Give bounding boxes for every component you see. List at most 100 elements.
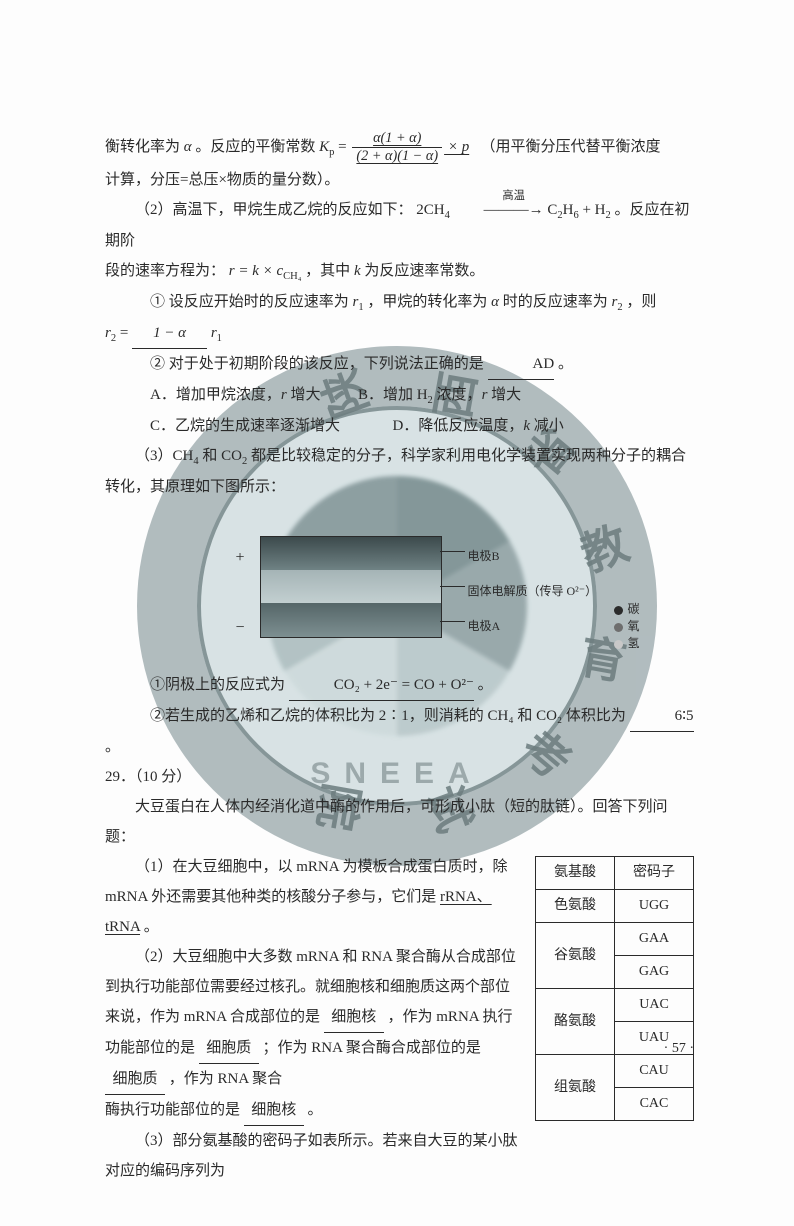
c2h6-h: H	[563, 202, 574, 218]
part2-q1-answer: r2 = 1 − α r1	[105, 318, 694, 349]
text: （2）高温下，甲烷生成乙烷的反应如下：	[135, 202, 413, 218]
text: 来说，作为 mRNA 合成部位的是	[105, 1009, 324, 1025]
text: 功能部位的是	[105, 1040, 199, 1056]
rate-sub: CH₄	[283, 271, 301, 282]
legend-dot-oxygen	[614, 623, 623, 632]
text: 都是比较稳定的分子，科学家利用电化学装置实现两种分子的耦合	[247, 448, 686, 464]
option-d: D．降低反应温度，	[393, 418, 524, 434]
options-row2: C．乙烷的生成速率逐渐增大 D．降低反应温度，k 减小	[105, 411, 694, 441]
eq-ch4: 2CH	[416, 202, 444, 218]
text: ①阴极上的反应式为	[150, 677, 289, 693]
answer-blank: 细胞质	[199, 1033, 259, 1064]
label-electrode-b: 电极B	[468, 544, 500, 568]
text: 。	[474, 677, 493, 693]
q29-body: 氨基酸 密码子 色氨酸UGG 谷氨酸GAA GAG 酪氨酸UAC UAU 组氨酸…	[105, 852, 694, 1186]
cell-codon: CAU	[615, 1055, 694, 1088]
label-electrolyte: 固体电解质（传导 O²⁻）	[468, 579, 598, 603]
text: 减小	[530, 418, 564, 434]
sub: 4	[445, 210, 450, 221]
table-row: 酪氨酸UAC	[536, 989, 694, 1022]
text: 增大	[287, 387, 321, 403]
equals: =	[116, 325, 132, 341]
part3-q1: ①阴极上的反应式为 CO₂ + 2e⁻ = CO + O²⁻ 。	[105, 670, 694, 701]
text: 衡转化率为	[105, 139, 184, 155]
answer-blank: 1 − α	[132, 318, 207, 349]
plus-icon: +	[236, 542, 245, 574]
label-electrode-a: 电极A	[468, 614, 501, 638]
cell-aa: 谷氨酸	[536, 923, 615, 989]
legend-label: 氧	[627, 619, 639, 633]
text: ，作为 mRNA 执行	[384, 1009, 513, 1025]
reaction-arrow: 高温———→	[454, 195, 544, 225]
cell-codon: UAU	[615, 1022, 694, 1055]
times-p: × p	[444, 139, 469, 155]
answer-blank: 细胞核	[324, 1002, 384, 1033]
equals: =	[334, 139, 346, 155]
arrow-label: 高温	[454, 185, 544, 208]
codon-table: 氨基酸 密码子 色氨酸UGG 谷氨酸GAA GAG 酪氨酸UAC UAU 组氨酸…	[535, 856, 694, 1121]
electrochem-diagram: 电极B 固体电解质（传导 O²⁻） 电极A + − 碳 氧 氢	[250, 506, 550, 666]
text: 。	[304, 1102, 323, 1118]
text: 增大	[487, 387, 521, 403]
option-c: C．乙烷的生成速率逐渐增大	[150, 418, 340, 434]
legend-label: 氢	[627, 636, 639, 650]
cell-codon: GAG	[615, 956, 694, 989]
text: mRNA 外还需要其他种类的核酸分子参与，它们是	[105, 889, 440, 905]
answer-blank: 细胞核	[244, 1095, 304, 1126]
electrode-stack	[260, 536, 442, 638]
text: 。	[140, 919, 159, 935]
legend: 碳 氧 氢	[614, 601, 639, 651]
text: 为反应速率常数。	[361, 263, 485, 279]
cell-aa: 色氨酸	[536, 890, 615, 923]
leader-line	[440, 586, 465, 587]
th-codon: 密码子	[615, 857, 694, 890]
page-content: 衡转化率为 α 。反应的平衡常数 Kp = α(1 + α) (2 + α)(1…	[0, 0, 794, 1226]
text: 。反应的平衡常数	[192, 139, 320, 155]
text: ，其中	[301, 263, 354, 279]
part3-q2: ②若生成的乙烯和乙烷的体积比为 2∶1，则消耗的 CH₄ 和 CO₂ 体积比为 …	[105, 701, 694, 762]
cell-codon: UGG	[615, 890, 694, 923]
leader-line	[440, 551, 465, 552]
kp-fraction: α(1 + α) (2 + α)(1 − α)	[352, 130, 442, 165]
answer-blank: rRNA、	[440, 889, 492, 905]
answer-blank: AD	[488, 349, 555, 380]
options-row1: A．增加甲烷浓度，r 增大 B．增加 H2 浓度，r 增大	[105, 380, 694, 411]
text: 浓度，	[433, 387, 482, 403]
minus-icon: −	[236, 612, 245, 644]
cell-aa: 酪氨酸	[536, 989, 615, 1055]
rate-eq: r = k × c	[229, 263, 283, 279]
fraction-num: α(1 + α)	[373, 130, 421, 146]
legend-dot-carbon	[614, 606, 623, 615]
q29-p3: （3）部分氨基酸的密码子如表所示。若来自大豆的某小肽对应的编码序列为	[105, 1126, 694, 1186]
part2-lead: （2）高温下，甲烷生成乙烷的反应如下： 2CH4 高温———→ C2H6 + H…	[105, 195, 694, 256]
text: （3）CH	[135, 448, 193, 464]
table-row: 组氨酸CAU	[536, 1055, 694, 1088]
table-row: 谷氨酸GAA	[536, 923, 694, 956]
alpha: α	[491, 294, 499, 310]
answer-blank: 6∶5	[630, 701, 694, 732]
c2h6-c: C	[547, 202, 557, 218]
legend-label: 碳	[627, 602, 639, 616]
part3-line2: 转化，其原理如下图所示：	[105, 472, 694, 502]
r1: r	[207, 325, 217, 341]
text: 时的反应速率为	[499, 294, 612, 310]
part2-q2: ② 对于处于初期阶段的该反应，下列说法正确的是 AD 。	[105, 349, 694, 380]
text: 酶执行功能部位的是	[105, 1102, 244, 1118]
equilibrium-line: 衡转化率为 α 。反应的平衡常数 Kp = α(1 + α) (2 + α)(1…	[105, 130, 694, 165]
part2-q1: ① 设反应开始时的反应速率为 r1 ，甲烷的转化率为 α 时的反应速率为 r2 …	[105, 287, 694, 318]
option-a: A．增加甲烷浓度，	[150, 387, 281, 403]
kp: K	[319, 139, 329, 155]
plus-h2: + H	[579, 202, 606, 218]
equilibrium-line2: 计算，分压=总压×物质的量分数）。	[105, 165, 694, 195]
text: ；作为 RNA 聚合酶合成部位的是	[259, 1040, 481, 1056]
fraction-den: (2 + α)(1 − α)	[356, 148, 438, 164]
text: ②若生成的乙烯和乙烷的体积比为 2∶1，则消耗的 CH₄ 和 CO₂ 体积比为	[150, 708, 630, 724]
text: ① 设反应开始时的反应速率为	[150, 294, 353, 310]
q29-header: 29．（10 分）	[105, 762, 694, 792]
cell-codon: CAC	[615, 1088, 694, 1121]
answer-blank: tRNA	[105, 919, 140, 935]
answer-blank: CO₂ + 2e⁻ = CO + O²⁻	[289, 670, 474, 701]
cell-codon: UAC	[615, 989, 694, 1022]
table-row: 色氨酸UGG	[536, 890, 694, 923]
text: 。	[105, 739, 120, 755]
